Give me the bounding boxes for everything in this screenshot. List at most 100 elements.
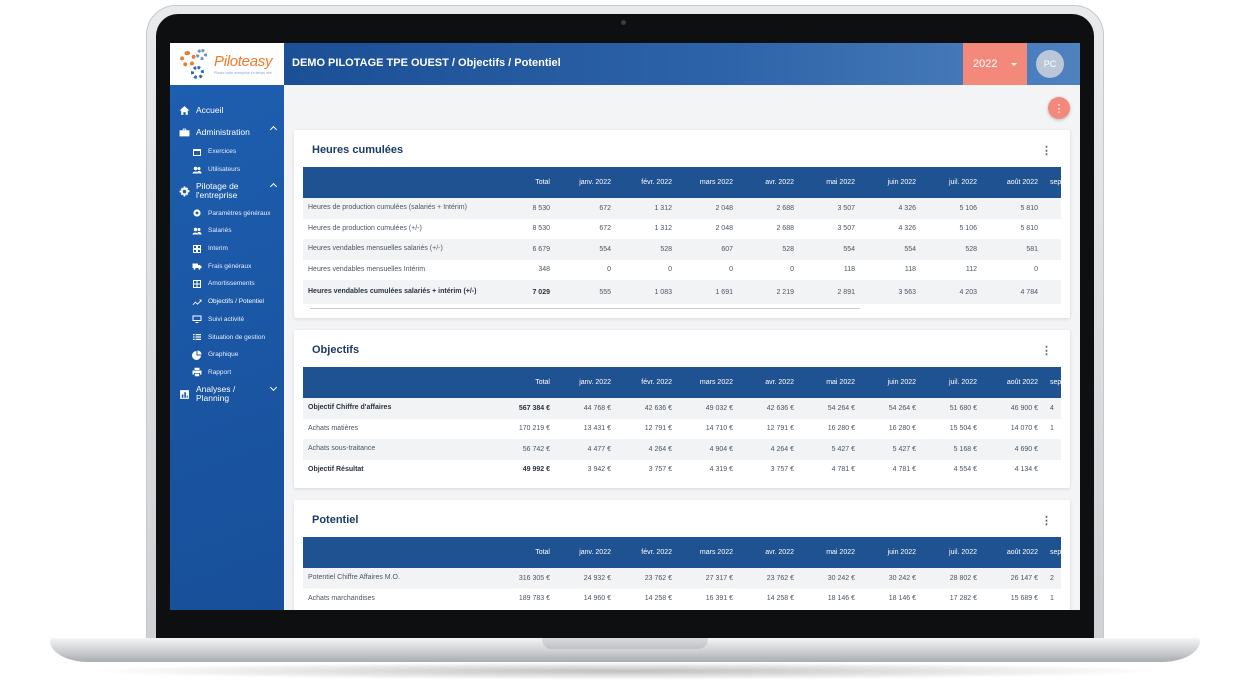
sidebar-item-label: Paramètres généraux xyxy=(208,209,271,217)
list-icon xyxy=(192,332,202,342)
sidebar-item-label-line2: l'entreprise xyxy=(196,190,238,201)
cell: 7 029 xyxy=(532,288,550,296)
sidebar-item-frais[interactable]: Frais généraux xyxy=(170,257,284,275)
top-bar: DEMO PILOTAGE TPE OUEST / Objectifs / Po… xyxy=(284,43,1080,85)
sidebar-item-situation[interactable]: Situation de gestion xyxy=(170,328,284,346)
cell: 6 679 xyxy=(532,245,550,253)
table-row: Heures de production cumulées (+/-) 8 53… xyxy=(303,219,1061,240)
row-label: Objectif Chiffre d'affaires xyxy=(308,404,392,412)
more-vert-icon[interactable]: ⋮ xyxy=(1041,345,1052,357)
sidebar-item-exercices[interactable]: Exercices xyxy=(170,143,284,161)
sidebar-item-objectifs[interactable]: Objectifs / Potentiel xyxy=(170,293,284,311)
cell: 4 264 € xyxy=(770,445,794,453)
cell: 554 xyxy=(843,245,855,253)
cell: 3 507 xyxy=(837,204,855,212)
more-vert-icon[interactable]: ⋮ xyxy=(1041,515,1052,527)
cell: 4 xyxy=(1050,404,1054,412)
more-vert-icon[interactable]: ⋮ xyxy=(1041,145,1052,157)
card-potentiel: Potentiel ⋮ Total janv. 2022 févr. 2022 … xyxy=(294,500,1070,610)
cell: 30 242 € xyxy=(888,574,916,582)
col-header: sept xyxy=(1050,549,1061,556)
sidebar-item-accueil[interactable]: Accueil xyxy=(170,99,284,121)
year-select[interactable]: 2022 xyxy=(963,43,1027,85)
cell: 2 048 xyxy=(715,204,733,212)
cell: 56 742 € xyxy=(522,445,550,453)
horizontal-scrollbar[interactable] xyxy=(310,308,860,309)
cell: 49 992 € xyxy=(522,466,550,474)
cell: 15 504 € xyxy=(949,425,977,433)
table-row: Heures vendables mensuelles salariés (+/… xyxy=(303,239,1061,260)
cell: 672 xyxy=(599,225,611,233)
table-heures: Total janv. 2022 févr. 2022 mars 2022 av… xyxy=(303,167,1061,304)
settings-icon xyxy=(192,208,202,218)
sidebar-item-utilisateurs[interactable]: Utilisateurs xyxy=(170,161,284,179)
cell: 2 891 xyxy=(837,288,855,296)
sidebar-item-parametres[interactable]: Paramètres généraux xyxy=(170,204,284,222)
cell: 42 636 € xyxy=(766,404,794,412)
sidebar-item-label: Administration xyxy=(196,127,250,137)
cell: 44 768 € xyxy=(583,404,611,412)
sidebar-item-label-line2: Planning xyxy=(196,393,230,404)
sidebar-item-pilotage[interactable]: Pilotage de l'entreprise xyxy=(170,178,284,204)
sidebar-item-label-line1: Pilotage de xyxy=(196,181,239,192)
col-header: mai 2022 xyxy=(826,379,855,386)
chevron-up-icon[interactable] xyxy=(269,125,278,134)
table-potentiel: Total janv. 2022 févr. 2022 mars 2022 av… xyxy=(303,537,1061,609)
sidebar-item-label: Amortissements xyxy=(208,280,255,288)
col-header: août 2022 xyxy=(1006,549,1038,556)
sidebar-item-administration[interactable]: Administration xyxy=(170,121,284,143)
cell: 581 xyxy=(1026,245,1038,253)
trending-up-icon xyxy=(192,297,202,307)
cell: 46 900 € xyxy=(1010,404,1038,412)
cell: 12 791 € xyxy=(766,425,794,433)
sidebar-item-salaries[interactable]: Salariés xyxy=(170,222,284,240)
logo[interactable]: Piloteasy Pilotez votre entreprise en te… xyxy=(170,43,284,85)
cell: 118 xyxy=(904,266,916,274)
row-label: Heures vendables cumulées salariés + int… xyxy=(308,288,477,295)
cell: 4 781 € xyxy=(892,466,916,474)
cell: 5 168 € xyxy=(953,445,977,453)
grid-icon xyxy=(192,244,202,254)
table-body: Objectif Chiffre d'affaires 567 384 € 44… xyxy=(303,398,1061,480)
cell: 607 xyxy=(721,245,733,253)
table-row: Objectif Chiffre d'affaires 567 384 € 44… xyxy=(303,398,1061,419)
card-objectifs: Objectifs ⋮ Total janv. 2022 févr. 2022 … xyxy=(294,330,1070,488)
cell: 23 762 € xyxy=(766,574,794,582)
sidebar-item-rapport[interactable]: Rapport xyxy=(170,364,284,382)
col-header: févr. 2022 xyxy=(641,549,672,556)
cell: 0 xyxy=(607,266,611,274)
card-title: Objectifs xyxy=(312,344,360,356)
cell: 26 147 € xyxy=(1010,574,1038,582)
cell: 528 xyxy=(660,245,672,253)
sidebar-item-analyses[interactable]: Analyses / Planning xyxy=(170,381,284,407)
table-icon xyxy=(192,279,202,289)
sidebar-item-amortissements[interactable]: Amortissements xyxy=(170,275,284,293)
gear-icon xyxy=(179,186,190,197)
row-label: Heures vendables mensuelles salariés (+/… xyxy=(308,245,443,253)
cell: 112 xyxy=(965,266,977,274)
cell: 2 048 xyxy=(715,225,733,233)
avatar[interactable]: PC xyxy=(1036,50,1064,78)
col-header: mars 2022 xyxy=(699,379,733,386)
cell: 14 960 € xyxy=(583,595,611,603)
row-label: Objectif Résultat xyxy=(308,465,364,473)
sidebar-item-label: Interim xyxy=(208,245,228,253)
cell: 14 070 € xyxy=(1010,425,1038,433)
sidebar-item-suivi[interactable]: Suivi activité xyxy=(170,311,284,329)
chevron-down-icon[interactable] xyxy=(269,384,278,392)
cell: 672 xyxy=(599,204,611,212)
cell: 4 477 € xyxy=(587,445,611,453)
table-header: Total janv. 2022 févr. 2022 mars 2022 av… xyxy=(303,167,1061,198)
brand-name: Piloteasy xyxy=(214,53,273,70)
chevron-up-icon[interactable] xyxy=(269,183,278,191)
pie-chart-icon xyxy=(192,350,202,360)
cell: 189 783 € xyxy=(518,595,550,603)
cell: 12 791 € xyxy=(644,425,672,433)
col-header: févr. 2022 xyxy=(641,379,672,386)
more-actions-button[interactable]: ⋮ xyxy=(1048,97,1070,119)
cell: 1 312 xyxy=(654,204,672,212)
cell: 4 554 € xyxy=(953,466,977,474)
col-header: mars 2022 xyxy=(699,549,733,556)
sidebar-item-interim[interactable]: Interim xyxy=(170,240,284,258)
sidebar-item-graphique[interactable]: Graphique xyxy=(170,346,284,364)
